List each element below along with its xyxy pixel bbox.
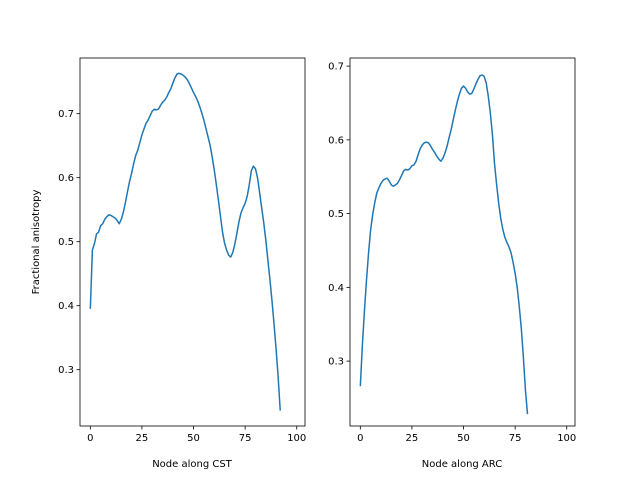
x-tick-label: 0 bbox=[357, 433, 363, 444]
axes-frame-1 bbox=[349, 57, 576, 427]
series-line-0 bbox=[89, 72, 281, 411]
y-axis-label: Fractional anisotropy bbox=[31, 190, 42, 295]
x-tick-label: 75 bbox=[239, 433, 252, 444]
x-tick-label: 50 bbox=[187, 433, 200, 444]
y-tick-label: 0.6 bbox=[58, 173, 74, 184]
left-chart-cst: 0 25 50 75 100 0.3 0.4 0.5 0.6 0.7 Node along CST F… bbox=[31, 57, 306, 470]
x-tick-label: 25 bbox=[406, 433, 419, 444]
x-tick-label: 75 bbox=[509, 433, 522, 444]
series-line-1 bbox=[359, 74, 529, 415]
x-tick-label: 25 bbox=[136, 433, 149, 444]
right-chart-arc: 0 25 50 75 100 0.3 0.4 0.5 0.6 0.7 Node along ARC bbox=[328, 57, 576, 470]
x-axis-label: Node along ARC bbox=[422, 459, 502, 470]
y-tick-label: 0.7 bbox=[328, 62, 344, 73]
y-tick-label: 0.6 bbox=[328, 135, 344, 146]
y-tick-label: 0.5 bbox=[328, 209, 344, 220]
y-tick-label: 0.3 bbox=[328, 357, 344, 368]
x-tick-label: 50 bbox=[457, 433, 470, 444]
x-tick-label: 0 bbox=[87, 433, 93, 444]
x-tick-label: 100 bbox=[287, 433, 306, 444]
y-tick-label: 0.4 bbox=[58, 301, 74, 312]
y-tick-label: 0.3 bbox=[58, 365, 74, 376]
x-tick-label: 100 bbox=[557, 433, 576, 444]
y-tick-label: 0.4 bbox=[328, 283, 344, 294]
y-tick-label: 0.7 bbox=[58, 109, 74, 120]
x-axis-label: Node along CST bbox=[152, 459, 232, 470]
y-tick-label: 0.5 bbox=[58, 237, 74, 248]
